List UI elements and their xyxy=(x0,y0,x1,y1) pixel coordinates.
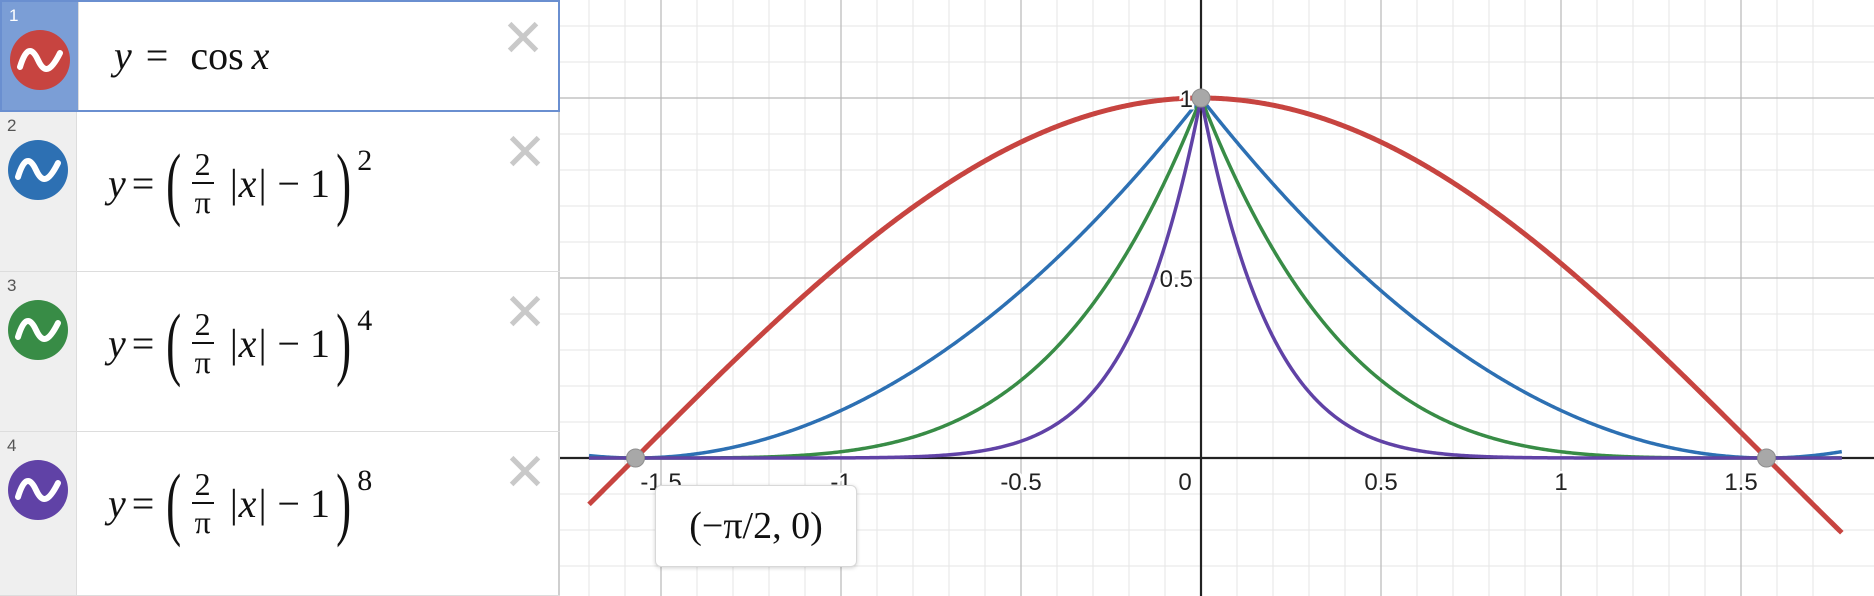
expression-row-1[interactable]: 1 y = cos x ✕ xyxy=(0,0,560,112)
abs-x: |x| xyxy=(227,480,268,526)
exponent: 8 xyxy=(357,464,373,497)
left-paren: ( xyxy=(166,457,182,548)
expression-index: 1 xyxy=(9,6,19,25)
expression-formula[interactable]: y = ( 2 π |x| − 1 ) 2 xyxy=(108,142,372,224)
point-coordinate-label: (−π/2, 0) xyxy=(655,485,857,567)
constant-one: 1 xyxy=(309,480,330,526)
formula-function: cos xyxy=(190,33,244,78)
curves xyxy=(587,95,1844,535)
delete-expression-icon[interactable]: ✕ xyxy=(503,443,547,503)
fraction-numerator: 2 xyxy=(191,468,214,504)
curve-series-4 xyxy=(588,98,1843,460)
delete-expression-icon[interactable]: ✕ xyxy=(503,283,547,343)
right-paren: ) xyxy=(336,297,352,388)
sine-wave-icon[interactable] xyxy=(8,300,68,360)
delete-expression-icon[interactable]: ✕ xyxy=(501,9,545,69)
abs-x: |x| xyxy=(227,160,268,206)
constant-one: 1 xyxy=(309,320,330,366)
sine-wave-icon[interactable] xyxy=(8,140,68,200)
fraction-denominator: π xyxy=(194,344,211,380)
fraction: 2 π xyxy=(191,308,214,380)
formula-equals: = xyxy=(145,33,169,78)
minus-sign: − xyxy=(277,480,300,526)
points-of-interest xyxy=(626,88,1776,468)
left-paren: ( xyxy=(166,297,182,388)
fraction: 2 π xyxy=(191,468,214,540)
graph-canvas[interactable]: -1.5 -1 -0.5 0 0.5 1 1.50.51 xyxy=(558,0,1874,596)
sine-wave-icon[interactable] xyxy=(10,30,70,90)
tick-labels: -1.5 -1 -0.5 0 0.5 1 1.50.51 xyxy=(638,84,1760,499)
delete-expression-icon[interactable]: ✕ xyxy=(503,123,547,183)
expression-gutter: 3 xyxy=(0,272,77,431)
fraction-denominator: π xyxy=(194,184,211,220)
expression-index: 2 xyxy=(7,116,17,135)
expression-formula[interactable]: y = ( 2 π |x| − 1 ) 4 xyxy=(108,302,372,384)
abs-x: |x| xyxy=(227,320,268,366)
fraction: 2 π xyxy=(191,148,214,220)
point-marker xyxy=(626,448,646,468)
x-tick-label: 0 xyxy=(1178,469,1191,496)
minus-sign: − xyxy=(277,160,300,206)
formula-lhs: y xyxy=(114,33,132,78)
exponent: 2 xyxy=(357,144,373,177)
curve-series-3 xyxy=(588,97,1843,460)
x-tick-label: 0.5 xyxy=(1364,469,1397,496)
expression-list: 1 y = cos x ✕ 2 y = ( 2 π xyxy=(0,0,560,596)
expression-gutter: 2 xyxy=(0,112,77,271)
x-tick-label: 1.5 xyxy=(1724,469,1757,496)
expression-index: 4 xyxy=(7,436,17,455)
fraction-numerator: 2 xyxy=(191,308,214,344)
x-tick-label: -0.5 xyxy=(1000,469,1041,496)
point-marker xyxy=(1756,448,1776,468)
expression-formula[interactable]: y = cos x xyxy=(114,32,269,79)
formula-variable: x xyxy=(251,33,270,78)
fraction-denominator: π xyxy=(194,504,211,540)
formula-equals: = xyxy=(131,160,155,206)
expression-row-2[interactable]: 2 y = ( 2 π |x| − 1 ) 2 ✕ xyxy=(0,112,560,272)
curve-series-2 xyxy=(588,96,1843,460)
formula-lhs: y xyxy=(108,320,126,366)
y-tick-label: 1 xyxy=(1180,86,1193,113)
x-tick-label: 1 xyxy=(1554,469,1567,496)
formula-equals: = xyxy=(131,320,155,366)
expression-gutter: 1 xyxy=(2,2,79,110)
expression-gutter: 4 xyxy=(0,432,77,595)
expression-row-4[interactable]: 4 y = ( 2 π |x| − 1 ) 8 ✕ xyxy=(0,432,560,596)
expression-row-3[interactable]: 3 y = ( 2 π |x| − 1 ) 4 ✕ xyxy=(0,272,560,432)
constant-one: 1 xyxy=(309,160,330,206)
left-paren: ( xyxy=(166,137,182,228)
minus-sign: − xyxy=(277,320,300,366)
exponent: 4 xyxy=(357,304,373,337)
curve-series-1 xyxy=(587,95,1844,535)
minor-gridlines xyxy=(558,0,1874,596)
expression-index: 3 xyxy=(7,276,17,295)
formula-equals: = xyxy=(131,480,155,526)
fraction-numerator: 2 xyxy=(191,148,214,184)
right-paren: ) xyxy=(336,137,352,228)
right-paren: ) xyxy=(336,457,352,548)
formula-lhs: y xyxy=(108,480,126,526)
y-tick-label: 0.5 xyxy=(1160,266,1193,293)
formula-lhs: y xyxy=(108,160,126,206)
point-marker xyxy=(1191,88,1211,108)
expression-formula[interactable]: y = ( 2 π |x| − 1 ) 8 xyxy=(108,462,372,544)
sine-wave-icon[interactable] xyxy=(8,460,68,520)
